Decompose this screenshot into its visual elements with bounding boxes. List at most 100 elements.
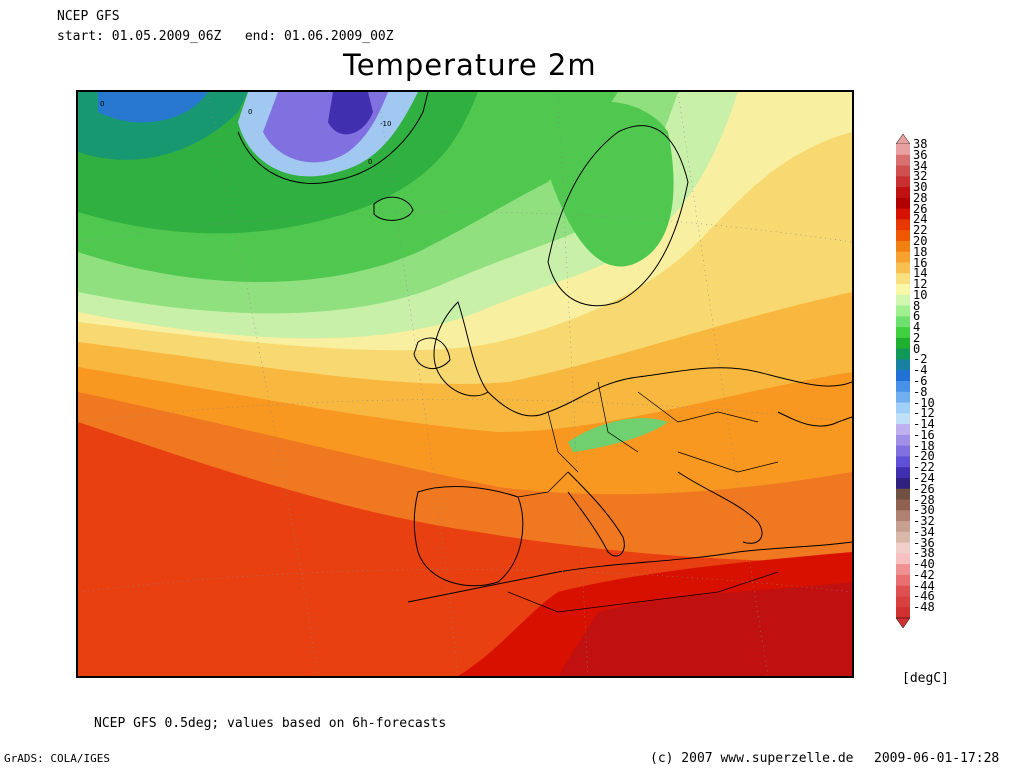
scale-band [896, 176, 910, 188]
scale-band [896, 294, 910, 307]
border-balkans [677, 451, 779, 473]
scale-band [896, 187, 910, 199]
scale-band [896, 381, 910, 393]
zone-blue [98, 92, 208, 123]
scale-band [896, 596, 910, 608]
unit-label: [degC] [902, 671, 949, 686]
temperature-map: 0 0 -10 0 [76, 90, 854, 678]
scale-tick-label: -8 [913, 384, 928, 399]
scale-band [896, 197, 910, 210]
contour-label: 0 [368, 158, 372, 166]
black-sea-coast [777, 411, 852, 427]
scale-tick-label: 14 [913, 266, 928, 281]
scale-tick-label: -14 [913, 417, 935, 432]
greenland-coldest [328, 92, 373, 135]
meridian-w10 [377, 92, 459, 676]
scale-band [896, 273, 910, 285]
scale-tick-label: -44 [913, 578, 935, 593]
scale-tick-label: -34 [913, 524, 935, 539]
africa-darkred [558, 582, 852, 676]
scale-tick-label: 22 [913, 223, 928, 238]
scale-tick-label: -28 [913, 492, 935, 507]
scale-tick-label: -38 [913, 546, 935, 561]
scale-tick-label: -30 [913, 503, 935, 518]
model-label: NCEP GFS [57, 9, 120, 24]
scale-tick-label: 2 [913, 330, 921, 345]
scale-tick-label: -12 [913, 406, 935, 421]
scale-band [896, 251, 910, 263]
color-scale-bar [895, 133, 911, 629]
scale-band [896, 467, 910, 479]
scale-tick-label: -26 [913, 481, 935, 496]
scale-band [896, 370, 910, 382]
scale-band [896, 165, 910, 177]
north-europe-coast [487, 367, 852, 417]
scale-tick-label: 6 [913, 309, 921, 324]
balkans-coast [677, 471, 763, 544]
scale-band [896, 456, 910, 468]
scale-tick-label: 16 [913, 255, 928, 270]
scale-arrow-bottom [895, 617, 911, 629]
border-north-africa [507, 571, 779, 613]
scale-band [896, 230, 910, 242]
scale-band [896, 445, 910, 457]
border-france-germany [547, 411, 579, 473]
scandinavia-green [548, 101, 674, 267]
border-germany-poland [597, 381, 639, 453]
scandinavia-coast [547, 125, 689, 307]
scale-band [896, 488, 910, 500]
scale-tick-label: -22 [913, 460, 935, 475]
scale-tick-label: -24 [913, 470, 935, 485]
scale-tick-label: -16 [913, 427, 935, 442]
scale-tick-label: -4 [913, 363, 928, 378]
scale-band [896, 553, 910, 565]
scale-tick-label: 32 [913, 169, 928, 184]
graticule [78, 92, 852, 676]
scale-band [896, 337, 910, 350]
greenland-coast [237, 92, 429, 184]
scale-band [896, 424, 910, 436]
scale-tick-label: 30 [913, 180, 928, 195]
grads-credit: GrADS: COLA/IGES [4, 752, 110, 765]
scale-band [896, 208, 910, 220]
scale-tick-label: -6 [913, 374, 928, 388]
scale-tick-label: 18 [913, 244, 928, 259]
alps-green [568, 418, 668, 452]
scale-band [896, 316, 910, 328]
scale-band [896, 348, 910, 360]
border-east-europe [637, 391, 759, 423]
scale-band [896, 607, 910, 619]
scale-tick-label: 28 [913, 190, 928, 205]
scale-arrow-top [895, 133, 911, 145]
scale-tick-label: -18 [913, 438, 935, 453]
scale-tick-label: 0 [913, 341, 921, 356]
scale-tick-label: 12 [913, 277, 928, 292]
scale-band [896, 585, 910, 597]
italy-coast [567, 471, 625, 557]
scale-band [896, 499, 910, 511]
scale-band [896, 359, 910, 371]
scale-band [896, 413, 910, 425]
scale-band [896, 531, 910, 544]
scale-tick-label: -42 [913, 567, 935, 582]
color-scale-bands [895, 133, 911, 629]
country-borders [507, 381, 779, 613]
scale-tick-label: 10 [913, 287, 928, 302]
scale-tick-label: 24 [913, 212, 928, 227]
scale-tick-label: 20 [913, 233, 928, 248]
scale-tick-label: -36 [913, 535, 935, 550]
scale-band [896, 391, 910, 404]
scale-tick-label: 4 [913, 320, 921, 335]
british-isles [433, 301, 489, 397]
scale-tick-label: 38 [913, 137, 928, 151]
contour-label: 0 [248, 108, 252, 116]
scale-band [896, 510, 910, 522]
scale-band [896, 327, 910, 339]
scale-band [896, 154, 910, 167]
scale-band [896, 564, 910, 576]
scale-tick-label: 26 [913, 201, 928, 216]
scale-tick-label: 8 [913, 298, 921, 313]
parallel-n60 [78, 211, 852, 243]
iceland-coast [373, 196, 414, 221]
contour-label: -10 [380, 120, 391, 128]
